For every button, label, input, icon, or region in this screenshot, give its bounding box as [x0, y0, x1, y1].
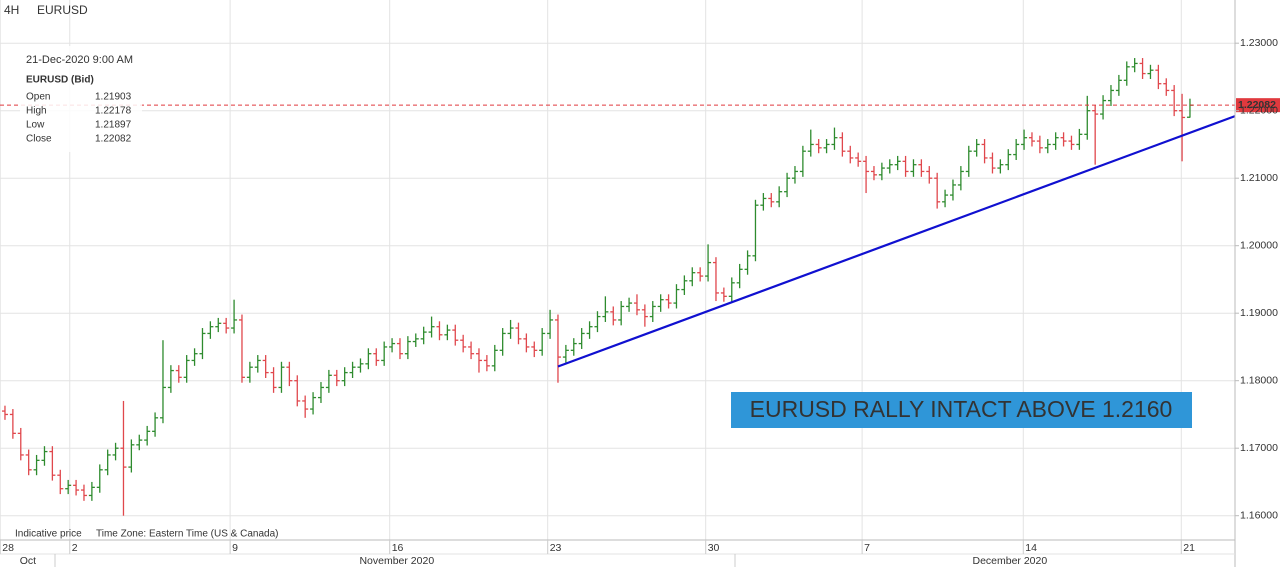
current-price-tag	[1236, 98, 1280, 113]
y-tick-label: 1.19000	[1240, 307, 1278, 319]
x-tick-label: 28	[2, 542, 14, 554]
x-tick-label: 21	[1183, 542, 1195, 554]
info-value: 1.22178	[95, 106, 132, 117]
info-date: 21-Dec-2020 9:00 AM	[26, 54, 133, 66]
x-tick-label: 23	[550, 542, 562, 554]
x-tick-label: 7	[864, 542, 870, 554]
axes: 1.16000 1.17000 1.18000 1.19000 1.20000 1.210…	[0, 37, 1278, 567]
grid	[0, 0, 1235, 540]
info-label: Low	[26, 120, 45, 131]
y-tick-label: 1.20000	[1240, 239, 1278, 251]
info-instrument: EURUSD (Bid)	[26, 75, 94, 86]
month-label: November 2020	[359, 555, 434, 567]
timeframe: 4H	[4, 3, 19, 17]
annotation-box	[731, 392, 1192, 428]
symbol: EURUSD	[37, 3, 88, 17]
x-tick-label: 30	[708, 542, 720, 554]
x-tick-label: 14	[1025, 542, 1037, 554]
info-box	[20, 46, 142, 152]
info-value: 1.22082	[95, 134, 132, 145]
month-label: December 2020	[972, 555, 1047, 567]
y-tick-label: 1.23000	[1240, 37, 1278, 49]
x-tick-label: 2	[72, 542, 78, 554]
y-tick-label: 1.17000	[1240, 442, 1278, 454]
x-tick-label: 16	[392, 542, 404, 554]
current-price-label: 1.22082	[1238, 99, 1276, 111]
info-label: High	[26, 106, 47, 117]
month-label: Oct	[20, 555, 36, 567]
info-label: Open	[26, 92, 50, 103]
y-tick-label: 1.18000	[1240, 374, 1278, 386]
footer-note: Indicative price	[15, 529, 82, 540]
footer-timezone: Time Zone: Eastern Time (US & Canada)	[96, 529, 278, 540]
y-tick-label: 1.22000	[1240, 104, 1278, 116]
overlays: 1.22082 EURUSD RALLY INTACT ABOVE 1.2160	[0, 98, 1280, 428]
trendline	[557, 115, 1236, 368]
bars	[1, 58, 1193, 516]
info-label: Close	[26, 134, 52, 145]
info-value: 1.21903	[95, 92, 132, 103]
annotation-text: EURUSD RALLY INTACT ABOVE 1.2160	[750, 396, 1173, 422]
y-tick-label: 1.16000	[1240, 509, 1278, 521]
info-value: 1.21897	[95, 120, 132, 131]
y-tick-label: 1.21000	[1240, 172, 1278, 184]
x-tick-label: 9	[232, 542, 238, 554]
